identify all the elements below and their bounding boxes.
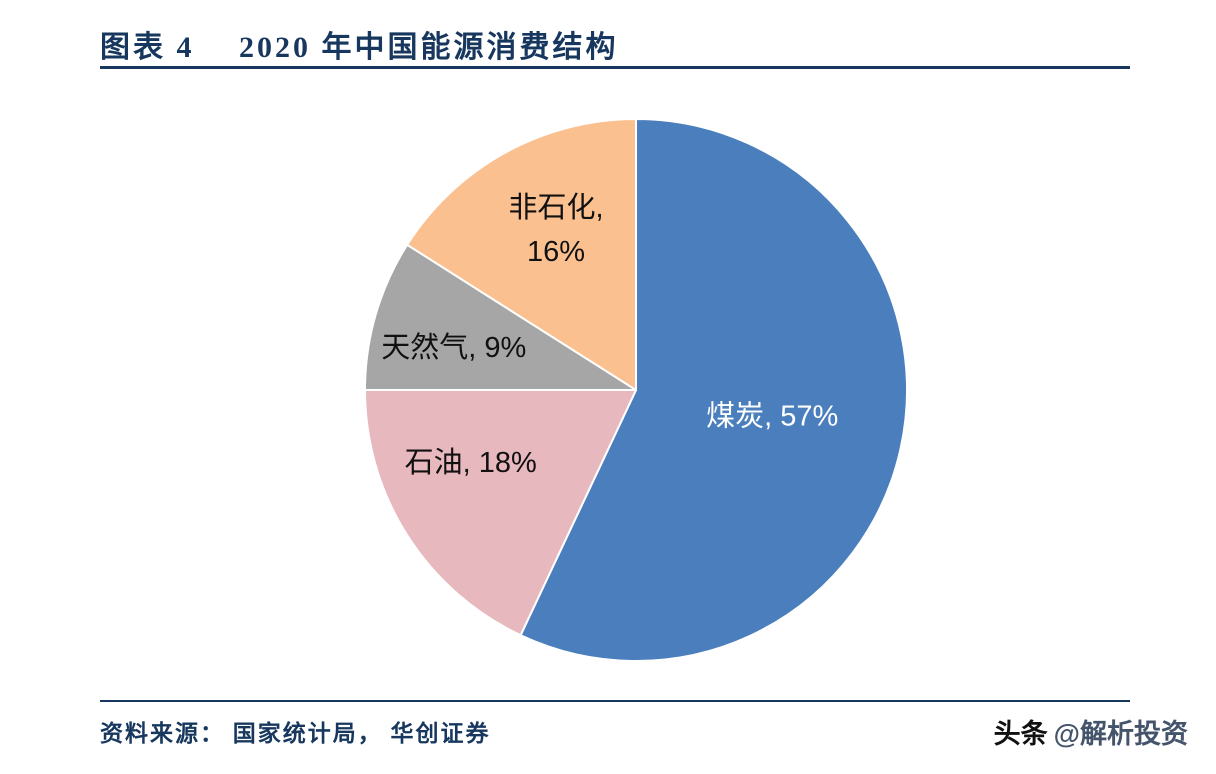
pie-slice-3 [406,118,637,391]
watermark-handle: @解析投资 [1053,719,1188,749]
pie-slice-1 [364,389,637,637]
watermark-prefix: 头条 [993,719,1048,749]
figure-title: 2020 年中国能源消费结构 [239,31,619,64]
pie-slice-2 [364,243,637,391]
pie-slice-label-3: 非石化, 16% [508,191,603,268]
pie-slice-label-1: 石油, 18% [405,446,537,479]
watermark: 头条 @解析投资 [994,712,1188,751]
figure-number: 图表 4 [100,31,195,64]
pie-slice-label-2: 天然气, 9% [381,331,526,364]
pie-slice-label-0: 煤炭, 57% [706,400,838,433]
header-rule [100,66,1130,69]
source-text: 资料来源： 国家统计局， 华创证券 [100,721,491,746]
figure-header: 图表 4 2020 年中国能源消费结构 [100,22,619,66]
pie-slice-0 [519,118,908,662]
footer-rule [100,700,1130,702]
